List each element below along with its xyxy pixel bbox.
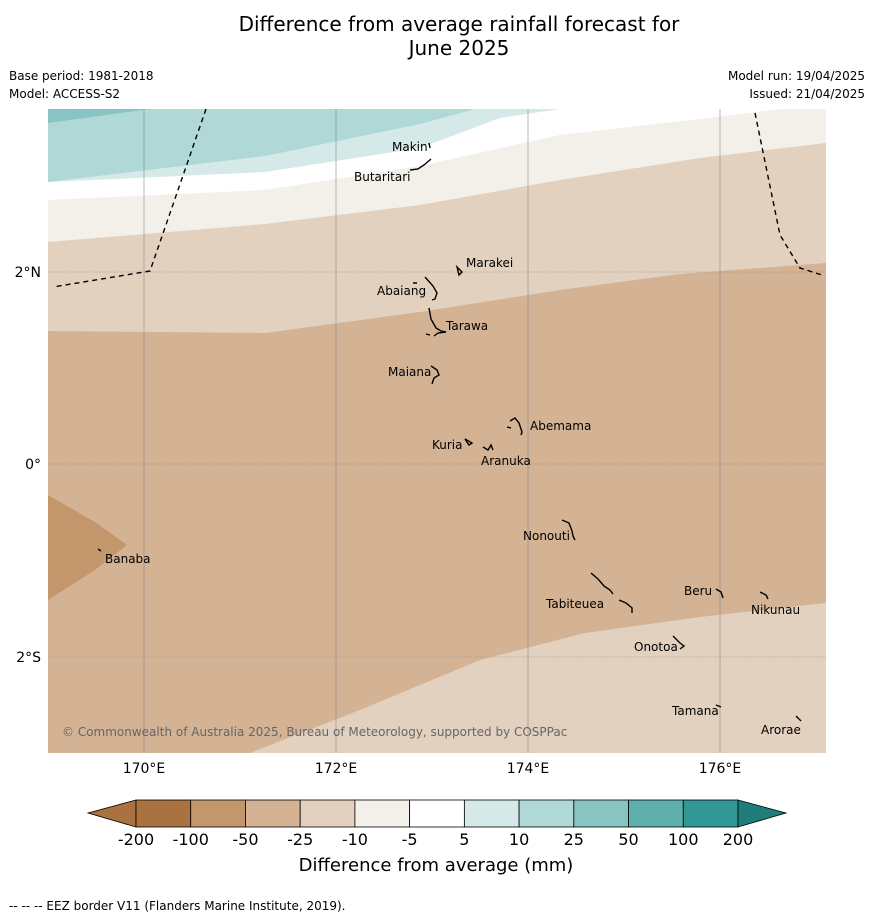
title-line-1: Difference from average rainfall forecas… — [238, 12, 680, 36]
lat-label-0: 0° — [25, 457, 41, 473]
issued-date: Issued: 21/04/2025 — [749, 87, 865, 101]
colorbar-tick-label: 5 — [459, 830, 469, 849]
colorbar-cell — [354, 799, 411, 828]
label-nikunau: Nikunau — [751, 603, 800, 617]
label-marakei: Marakei — [466, 256, 513, 270]
label-nonouti: Nonouti — [523, 529, 570, 543]
colorbar-cell — [463, 799, 520, 828]
rainfall-contours — [48, 109, 826, 753]
lon-axis-labels: 170°E 172°E 174°E 176°E — [123, 761, 742, 777]
colorbar-tick-label: 50 — [618, 830, 638, 849]
colorbar-tick-label: -5 — [402, 830, 418, 849]
label-tarawa: Tarawa — [445, 319, 488, 333]
model-run: Model run: 19/04/2025 — [727, 69, 865, 83]
meta-right: Model run: 19/04/2025 Issued: 21/04/2025 — [728, 67, 865, 103]
island-outlines — [97, 142, 802, 722]
label-aranuka: Aranuka — [481, 454, 531, 468]
band-minus100-minus50 — [48, 495, 127, 600]
lat-label-2s: 2°S — [16, 650, 41, 666]
colorbar: -200 -100 -50 -25 -10 -5 5 10 25 50 100 200 Differe… — [86, 799, 788, 876]
label-beru: Beru — [684, 584, 712, 598]
label-maiana: Maiana — [388, 365, 431, 379]
colorbar-cell — [409, 799, 465, 828]
colorbar-cell — [299, 799, 356, 828]
colorbar-cell — [135, 799, 192, 828]
label-tamana: Tamana — [671, 704, 719, 718]
lon-label-176e: 176°E — [699, 761, 742, 777]
eez-footnote: -- -- -- EEZ border V11 (Flanders Marine… — [9, 899, 346, 913]
label-onotoa: Onotoa — [634, 640, 678, 654]
eez-border — [52, 109, 823, 288]
colorbar-cell — [518, 799, 575, 828]
place-labels: Makin Butaritari Marakei Abaiang Tarawa … — [105, 140, 801, 737]
band-minus25-minus10-south — [48, 603, 826, 753]
base-period: Base period: 1981-2018 — [9, 69, 154, 83]
colorbar-tick-label: -100 — [173, 830, 209, 849]
label-tabiteuea: Tabiteuea — [545, 597, 604, 611]
lat-axis-labels: 2°N 0° 2°S — [15, 265, 42, 666]
colorbar-tick-label: 100 — [668, 830, 699, 849]
colorbar-cell — [573, 799, 629, 828]
colorbar-cell — [628, 799, 684, 828]
colorbar-cell — [245, 799, 301, 828]
colorbar-tick-label: -10 — [342, 830, 368, 849]
colorbar-tick-label: -200 — [118, 830, 154, 849]
colorbar-tick-label: -50 — [232, 830, 258, 849]
colorbar-tick-label: 25 — [564, 830, 584, 849]
band-10-25 — [48, 109, 475, 182]
colorbar-cells — [135, 799, 739, 828]
label-arorae: Arorae — [761, 723, 801, 737]
model-name: Model: ACCESS-S2 — [9, 87, 121, 101]
label-abemama: Abemama — [530, 419, 591, 433]
label-butaritari: Butaritari — [354, 170, 411, 184]
meta-left: Base period: 1981-2018 Model: ACCESS-S2 — [9, 67, 154, 103]
label-banaba: Banaba — [105, 552, 151, 566]
colorbar-tick-label: -25 — [287, 830, 313, 849]
colorbar-tick-labels: -200 -100 -50 -25 -10 -5 5 10 25 50 100 200 — [118, 830, 753, 849]
label-makin: Makin — [392, 140, 428, 154]
lon-label-172e: 172°E — [315, 761, 358, 777]
colorbar-cell — [682, 799, 739, 828]
label-kuria: Kuria — [432, 438, 463, 452]
lat-gridlines — [48, 271, 826, 658]
colorbar-tick-label: 10 — [509, 830, 529, 849]
colorbar-min-arrow — [86, 799, 137, 828]
colorbar-max-arrow — [737, 799, 788, 828]
colorbar-title: Difference from average (mm) — [299, 855, 574, 876]
title-line-2: June 2025 — [408, 36, 510, 60]
colorbar-tick-label: 200 — [723, 830, 754, 849]
lon-label-174e: 174°E — [507, 761, 550, 777]
map-title: Difference from average rainfall forecas… — [0, 12, 873, 60]
band-25-50 — [48, 109, 150, 123]
copyright-notice: © Commonwealth of Australia 2025, Bureau… — [62, 725, 567, 739]
lon-label-170e: 170°E — [123, 761, 166, 777]
gridlines — [143, 109, 721, 753]
lat-label-2n: 2°N — [15, 265, 41, 281]
label-abaiang: Abaiang — [377, 284, 426, 298]
colorbar-cell — [190, 799, 246, 828]
